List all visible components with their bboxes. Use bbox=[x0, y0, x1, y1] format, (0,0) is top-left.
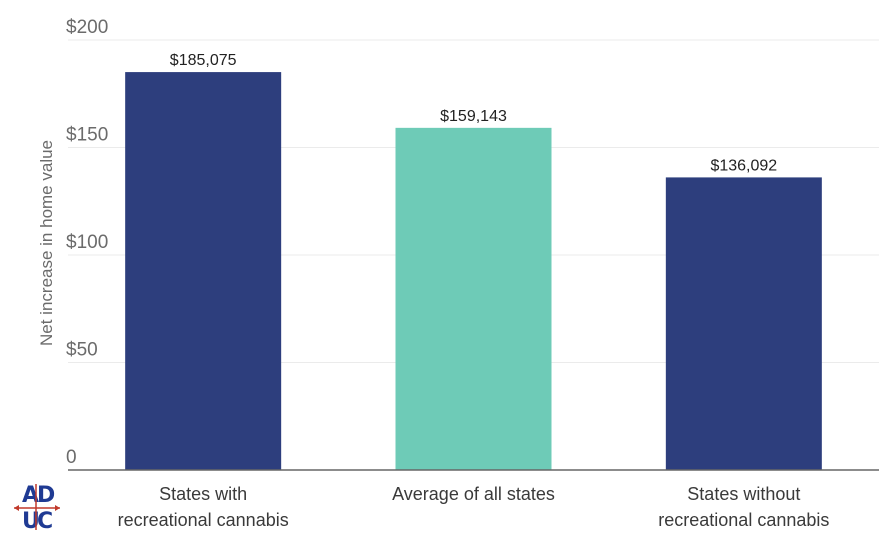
svg-text:A: A bbox=[22, 483, 39, 508]
svg-text:C: C bbox=[37, 509, 53, 532]
y-tick-label: $200 bbox=[66, 17, 108, 38]
svg-text:D: D bbox=[37, 483, 55, 508]
data-label: $136,092 bbox=[710, 157, 777, 174]
y-tick-label: $100 bbox=[66, 232, 108, 253]
y-axis-ticks: 0 $50 $100 $150 $200 bbox=[66, 17, 108, 468]
aduc-logo: A D U C bbox=[14, 483, 60, 532]
data-label: $159,143 bbox=[440, 108, 507, 125]
x-category-label: recreational cannabis bbox=[118, 510, 289, 530]
x-category-label: recreational cannabis bbox=[658, 510, 829, 530]
y-tick-label: 0 bbox=[66, 447, 77, 468]
bars bbox=[125, 72, 822, 471]
bar bbox=[125, 72, 282, 471]
y-tick-label: $150 bbox=[66, 125, 108, 146]
x-category-label: States with bbox=[159, 484, 247, 504]
y-axis-label: Net increase in home value bbox=[37, 140, 56, 346]
data-labels: $185,075 $159,143 $136,092 bbox=[170, 52, 778, 174]
x-axis-categories: States with recreational cannabis Average … bbox=[118, 484, 830, 530]
x-category-label: Average of all states bbox=[392, 484, 555, 504]
x-category-label: States without bbox=[687, 484, 800, 504]
bar bbox=[395, 127, 552, 470]
y-tick-label: $50 bbox=[66, 340, 98, 361]
data-label: $185,075 bbox=[170, 52, 237, 69]
bar bbox=[665, 177, 822, 470]
